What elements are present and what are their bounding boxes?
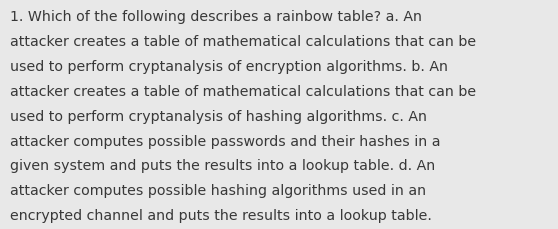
- Text: used to perform cryptanalysis of hashing algorithms. c. An: used to perform cryptanalysis of hashing…: [10, 109, 427, 123]
- Text: attacker creates a table of mathematical calculations that can be: attacker creates a table of mathematical…: [10, 35, 476, 49]
- Text: attacker computes possible hashing algorithms used in an: attacker computes possible hashing algor…: [10, 183, 426, 197]
- Text: given system and puts the results into a lookup table. d. An: given system and puts the results into a…: [10, 159, 435, 173]
- Text: attacker creates a table of mathematical calculations that can be: attacker creates a table of mathematical…: [10, 85, 476, 98]
- Text: used to perform cryptanalysis of encryption algorithms. b. An: used to perform cryptanalysis of encrypt…: [10, 60, 448, 74]
- Text: 1. Which of the following describes a rainbow table? a. An: 1. Which of the following describes a ra…: [10, 10, 422, 24]
- Text: attacker computes possible passwords and their hashes in a: attacker computes possible passwords and…: [10, 134, 441, 148]
- Text: encrypted channel and puts the results into a lookup table.: encrypted channel and puts the results i…: [10, 208, 432, 222]
